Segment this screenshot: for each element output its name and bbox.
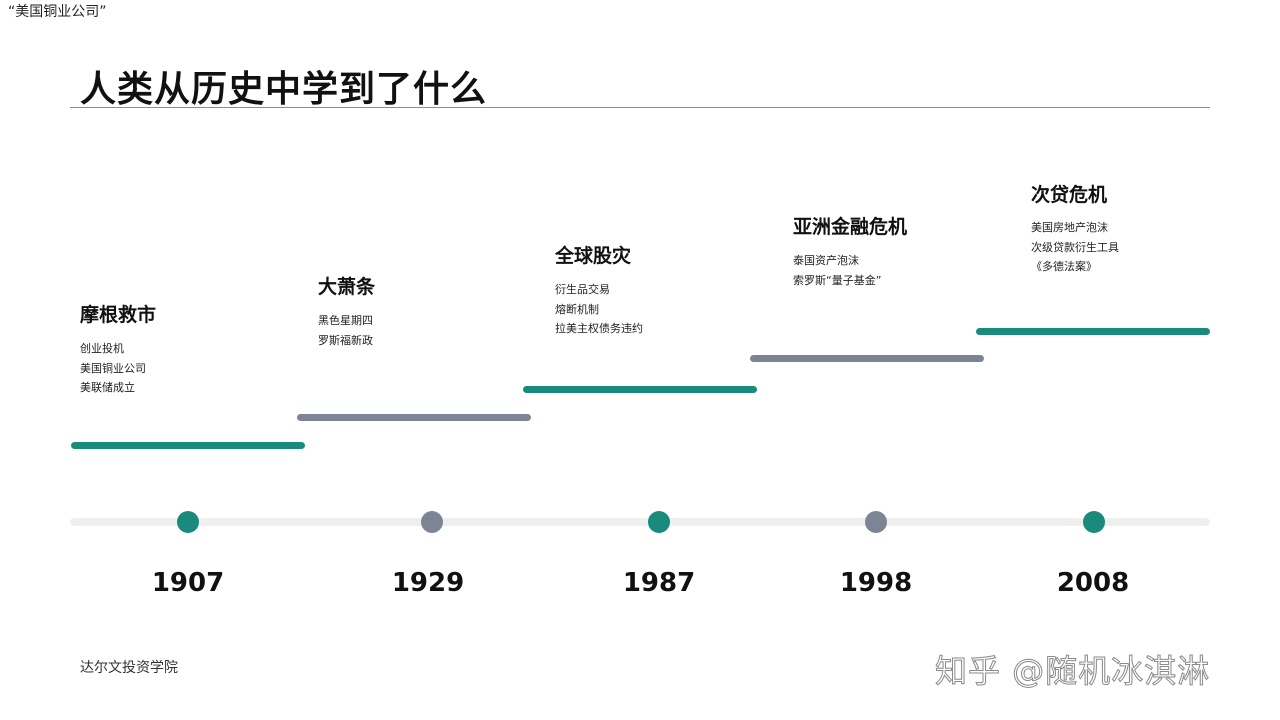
- step-bar-1907: [71, 442, 305, 449]
- step-bar-1987: [523, 386, 757, 393]
- year-label-2008: 2008: [1056, 568, 1130, 598]
- timeline-dot-1929: [421, 511, 443, 533]
- timeline-dot-2008: [1083, 511, 1105, 533]
- event-item: 熔断机制: [555, 303, 599, 316]
- year-label-1998: 1998: [839, 568, 913, 598]
- step-bar-1998: [750, 355, 984, 362]
- step-bar-2008: [976, 328, 1210, 335]
- event-item: 《多德法案》: [1031, 260, 1097, 273]
- watermark: 知乎 @随机冰淇淋: [934, 652, 1211, 691]
- event-item: 拉美主权债务违约: [555, 322, 643, 335]
- event-title-2008: 次贷危机: [1031, 184, 1108, 206]
- event-title-1987: 全球股灾: [555, 245, 632, 267]
- timeline-dot-1907: [177, 511, 199, 533]
- top-note: “美国铜业公司”: [8, 4, 107, 20]
- event-item: 次级贷款衍生工具: [1031, 241, 1119, 254]
- footer-source: 达尔文投资学院: [80, 660, 178, 676]
- year-label-1907: 1907: [151, 568, 225, 598]
- title-divider: [70, 107, 1210, 108]
- timeline-dot-1998: [865, 511, 887, 533]
- event-title-1998: 亚洲金融危机: [793, 216, 908, 238]
- timeline-dot-1987: [648, 511, 670, 533]
- event-item: 索罗斯“量子基金”: [793, 274, 882, 287]
- event-item: 美国房地产泡沫: [1031, 221, 1108, 234]
- event-item: 美国铜业公司: [80, 362, 146, 375]
- event-item: 泰国资产泡沫: [793, 254, 859, 267]
- event-item: 黑色星期四: [318, 314, 373, 327]
- step-bar-1929: [297, 414, 531, 421]
- event-item: 创业投机: [80, 342, 124, 355]
- event-title-1929: 大萧条: [318, 276, 376, 298]
- event-item: 罗斯福新政: [318, 334, 373, 347]
- page-title: 人类从历史中学到了什么: [80, 69, 488, 110]
- event-item: 美联储成立: [80, 381, 135, 394]
- year-label-1987: 1987: [622, 568, 696, 598]
- year-label-1929: 1929: [391, 568, 465, 598]
- event-item: 衍生品交易: [555, 283, 610, 296]
- timeline-track: [70, 518, 1210, 526]
- event-title-1907: 摩根救市: [80, 304, 157, 326]
